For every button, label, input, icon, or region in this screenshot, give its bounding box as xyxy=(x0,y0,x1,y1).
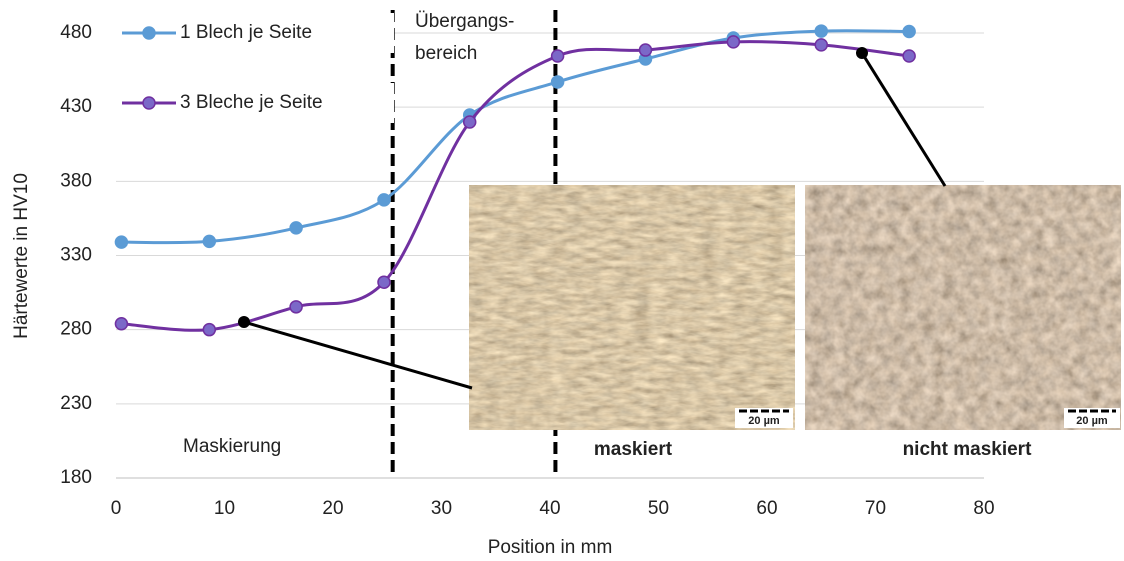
point xyxy=(727,36,739,48)
point xyxy=(639,44,651,56)
point xyxy=(203,235,215,247)
y-axis-label: Härtewerte in HV10 xyxy=(11,173,32,339)
chart: 180 230 280 330 380 430 480 0 10 20 30 40 50 60 70 80 2… xyxy=(0,0,1124,561)
y-tick-label: 280 xyxy=(60,319,92,340)
point xyxy=(290,301,302,313)
x-tick-label: 10 xyxy=(214,498,235,519)
x-tick-label: 70 xyxy=(865,498,886,519)
point xyxy=(203,324,215,336)
y-tick-label: 330 xyxy=(60,245,92,266)
y-tick-label: 380 xyxy=(60,170,92,191)
annotation: Maskierung xyxy=(183,436,281,457)
x-axis-label: Position in mm xyxy=(488,537,613,558)
scale-label: 20 µm xyxy=(748,415,780,427)
annotation: Übergangs- xyxy=(415,11,514,32)
x-tick-label: 60 xyxy=(756,498,777,519)
pointer-dot xyxy=(238,316,250,328)
point xyxy=(378,276,390,288)
micrograph-masked xyxy=(469,185,795,430)
point xyxy=(815,39,827,51)
scale-label: 20 µm xyxy=(1076,415,1108,427)
point xyxy=(378,194,390,206)
image-label: nicht maskiert xyxy=(903,439,1032,460)
legend-marker xyxy=(143,27,155,39)
legend-label: 3 Bleche je Seite xyxy=(180,92,323,113)
x-tick-label: 20 xyxy=(322,498,343,519)
x-tick-label: 50 xyxy=(648,498,669,519)
legend-marker xyxy=(143,97,155,109)
x-tick-label: 40 xyxy=(539,498,560,519)
point xyxy=(464,116,476,128)
legend-label: 1 Blech je Seite xyxy=(180,22,312,43)
micrograph-unmasked xyxy=(805,185,1121,430)
point xyxy=(115,318,127,330)
x-tick-label: 0 xyxy=(111,498,122,519)
point xyxy=(903,50,915,62)
x-tick-label: 30 xyxy=(431,498,452,519)
image-label: maskiert xyxy=(594,439,673,460)
point xyxy=(903,26,915,38)
y-tick-label: 480 xyxy=(60,22,92,43)
pointer-line xyxy=(244,322,472,388)
y-tick-label: 430 xyxy=(60,96,92,117)
point xyxy=(115,236,127,248)
point xyxy=(290,222,302,234)
point xyxy=(552,76,564,88)
pointer-line xyxy=(862,53,945,186)
y-tick-label: 180 xyxy=(60,467,92,488)
annotation: bereich xyxy=(415,43,477,64)
x-tick-label: 80 xyxy=(973,498,994,519)
point xyxy=(552,50,564,62)
point xyxy=(815,25,827,37)
y-tick-label: 230 xyxy=(60,393,92,414)
pointer-dot xyxy=(856,47,868,59)
